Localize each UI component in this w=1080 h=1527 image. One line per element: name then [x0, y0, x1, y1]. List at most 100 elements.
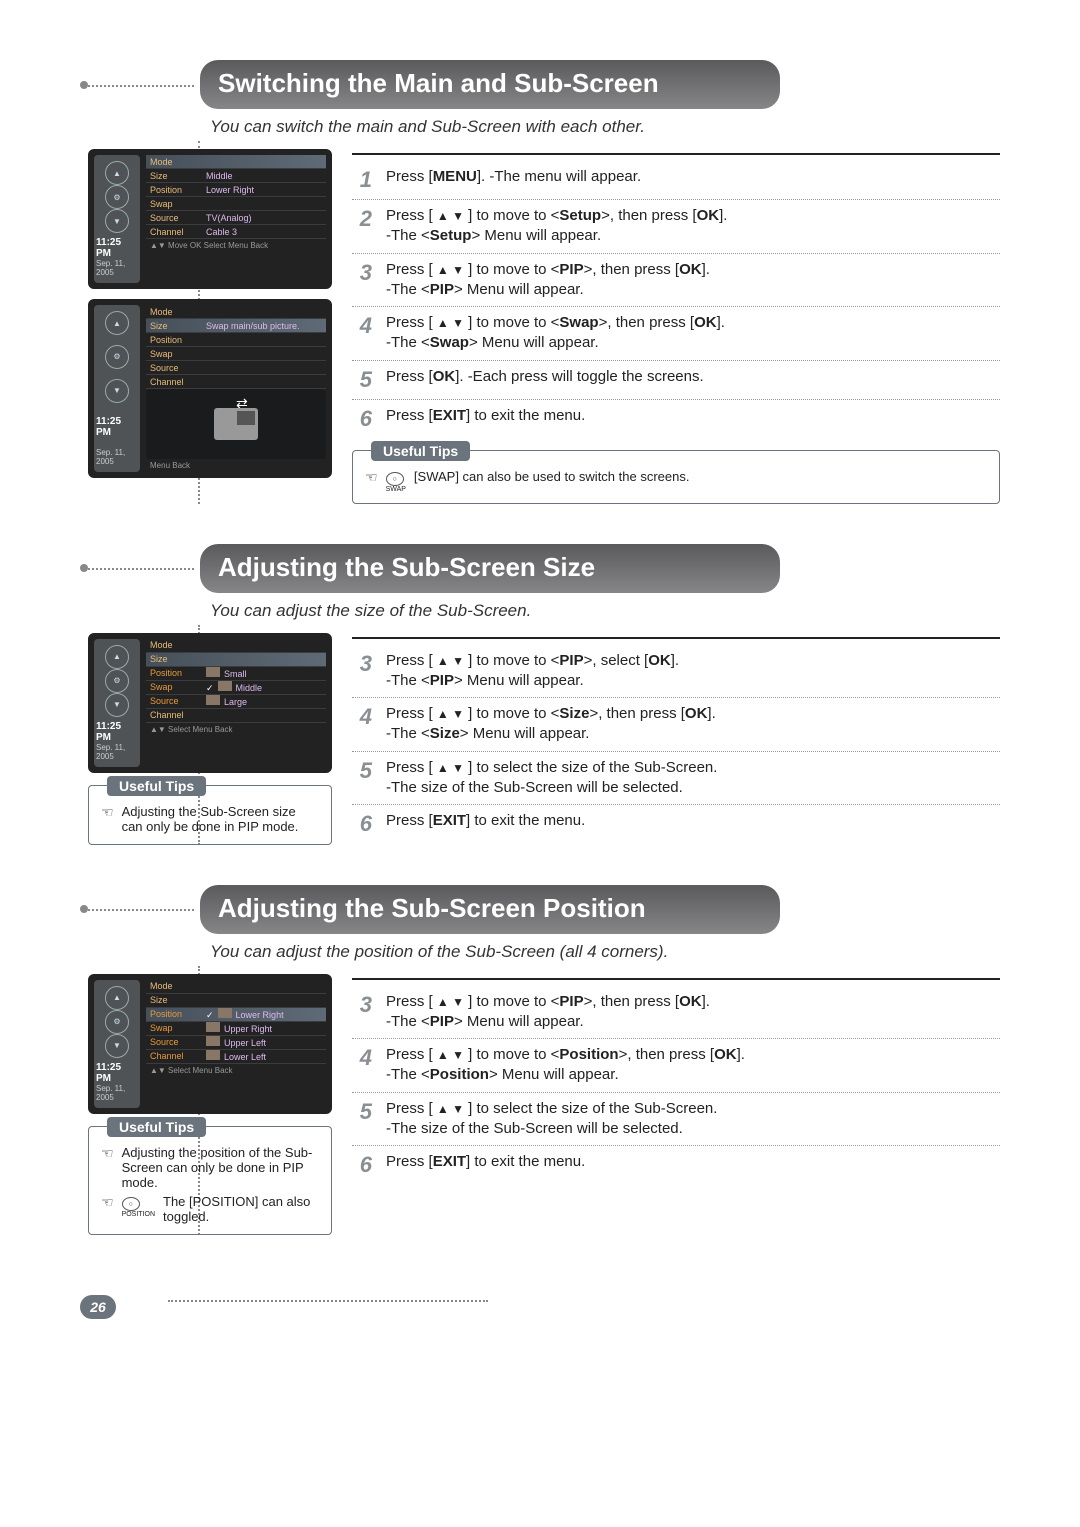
tv-menu-row: Swap: [146, 197, 326, 211]
tv-menu-row-label: Size: [146, 654, 206, 664]
leader-dot-icon: [80, 81, 88, 89]
step-number: 2: [352, 206, 372, 232]
step-text: Press [ ▲ ▼ ] to move to <Size>, then pr…: [386, 704, 1000, 745]
tv-menu-row-value: Large: [206, 695, 247, 707]
tv-menu-row: Source: [146, 361, 326, 375]
useful-tips-title: Useful Tips: [107, 776, 206, 796]
tv-menu-mock: ▲⚙▼11:25 PMSep. 11, 2005ModeSizeMiddlePo…: [88, 149, 332, 289]
tv-menu-row-label: Source: [146, 1037, 206, 1047]
manual-section: Adjusting the Sub-Screen Size You can adj…: [80, 544, 1000, 845]
nav-down-icon: ▼: [105, 379, 129, 403]
tip-line: ☜Adjusting the Sub-Screen size can only …: [101, 804, 319, 834]
step-text: Press [ ▲ ▼ ] to move to <Setup>, then p…: [386, 206, 1000, 247]
tv-menu-row-label: Swap: [146, 682, 206, 692]
setup-icon: ⚙: [105, 1010, 129, 1034]
nav-up-icon: ▲: [105, 161, 129, 185]
tv-menu-row: Mode: [146, 980, 326, 994]
instruction-step: 1Press [MENU]. -The menu will appear.: [352, 161, 1000, 199]
tv-menu-mock: ▲⚙▼11:25 PMSep. 11, 2005 Mode Size Position…: [88, 633, 332, 773]
useful-tips-box: Useful Tips☜○SWAP[SWAP] can also be used…: [352, 450, 1000, 504]
page-number-badge: 26: [80, 1295, 116, 1319]
step-text: Press [EXIT] to exit the menu.: [386, 1152, 1000, 1172]
screenshot-column: ▲⚙▼11:25 PMSep. 11, 2005ModeSizePosition…: [80, 974, 332, 1235]
section-subtitle: You can switch the main and Sub-Screen w…: [80, 117, 1000, 137]
instruction-step: 4Press [ ▲ ▼ ] to move to <Position>, th…: [352, 1039, 1000, 1092]
section-body: ▲⚙▼11:25 PMSep. 11, 2005 Mode Size Position…: [80, 633, 1000, 845]
tv-menu-row: PositionLower Right: [146, 183, 326, 197]
useful-tips-box: Useful Tips☜Adjusting the Sub-Screen siz…: [88, 785, 332, 845]
tv-menu-list: ModeSizePosition✓Lower RightSwapUpper Ri…: [146, 980, 326, 1108]
position-button-icon: ○POSITION: [122, 1194, 155, 1218]
setup-icon: ⚙: [105, 669, 129, 693]
step-number: 5: [352, 1099, 372, 1125]
step-text: Press [ ▲ ▼ ] to select the size of the …: [386, 758, 1000, 799]
tv-menu-row: Channel: [146, 375, 326, 389]
tv-menu-row: SwapUpper Right: [146, 1022, 326, 1036]
tv-menu-row-value: ✓Lower Right: [206, 1008, 284, 1021]
instruction-step: 5Press [ ▲ ▼ ] to select the size of the…: [352, 752, 1000, 805]
tip-text: The [POSITION] can also toggled.: [163, 1194, 319, 1224]
step-number: 3: [352, 260, 372, 286]
tv-menu-row: SourceUpper Left: [146, 1036, 326, 1050]
clock-time: 11:25 PM: [96, 1062, 138, 1084]
section-subtitle: You can adjust the size of the Sub-Scree…: [80, 601, 1000, 621]
tv-menu-row-label: Mode: [146, 157, 206, 167]
step-text: Press [ ▲ ▼ ] to move to <PIP>, select […: [386, 651, 1000, 692]
clock-date: Sep. 11, 2005: [96, 743, 138, 761]
step-text: Press [ ▲ ▼ ] to move to <Position>, the…: [386, 1045, 1000, 1086]
tv-menu-row-label: Channel: [146, 710, 206, 720]
clock-date: Sep. 11, 2005: [96, 259, 138, 277]
tv-menu-row: ChannelLower Left: [146, 1050, 326, 1064]
tv-menu-row-label: Size: [146, 171, 206, 181]
tv-menu-row-label: Swap: [146, 1023, 206, 1033]
tv-menu-row: Mode: [146, 639, 326, 653]
instruction-step: 3Press [ ▲ ▼ ] to move to <PIP>, then pr…: [352, 254, 1000, 307]
tv-menu-row-value: Swap main/sub picture.: [206, 321, 300, 331]
tip-text: Adjusting the position of the Sub-Screen…: [122, 1145, 319, 1190]
tip-line: ☜○POSITIONThe [POSITION] can also toggle…: [101, 1194, 319, 1224]
tv-menu-row-value: ✓Middle: [206, 681, 262, 694]
tv-menu-row-label: Channel: [146, 227, 206, 237]
tv-menu-row-label: Size: [146, 321, 206, 331]
clock-time: 11:25 PM: [96, 237, 138, 259]
clock-date: Sep. 11, 2005: [96, 1084, 138, 1102]
swap-button-icon: ○SWAP: [386, 469, 406, 493]
tv-menu-row-value: TV(Analog): [206, 213, 252, 223]
step-number: 4: [352, 313, 372, 339]
tv-menu-row-label: Channel: [146, 1051, 206, 1061]
tv-menu-row: SizeMiddle: [146, 169, 326, 183]
tv-menu-mock: ▲⚙▼11:25 PMSep. 11, 2005ModeSizeSwap mai…: [88, 299, 332, 478]
steps-column: 3Press [ ▲ ▼ ] to move to <PIP>, then pr…: [352, 974, 1000, 1235]
screenshot-column: ▲⚙▼11:25 PMSep. 11, 2005 Mode Size Position…: [80, 633, 332, 845]
tv-menu-row: Swap✓Middle: [146, 681, 326, 695]
pointer-icon: ☜: [101, 1145, 114, 1162]
instruction-step: 4Press [ ▲ ▼ ] to move to <Swap>, then p…: [352, 307, 1000, 360]
tv-menu-row-value: Upper Right: [206, 1022, 272, 1034]
step-number: 5: [352, 367, 372, 393]
nav-up-icon: ▲: [105, 645, 129, 669]
tv-menu-sidebar: ▲⚙▼11:25 PMSep. 11, 2005: [94, 639, 140, 767]
tv-menu-row-value: Lower Right: [206, 185, 254, 195]
clock-date: Sep. 11, 2005: [96, 448, 138, 466]
step-text: Press [OK]. -Each press will toggle the …: [386, 367, 1000, 387]
useful-tips-title: Useful Tips: [107, 1117, 206, 1137]
step-number: 4: [352, 704, 372, 730]
section-body: ▲⚙▼11:25 PMSep. 11, 2005ModeSizePosition…: [80, 974, 1000, 1235]
pointer-icon: ☜: [101, 804, 114, 821]
step-text: Press [EXIT] to exit the menu.: [386, 406, 1000, 426]
tv-menu-row-label: Swap: [146, 349, 206, 359]
step-number: 6: [352, 406, 372, 432]
section-title: Adjusting the Sub-Screen Size: [200, 544, 780, 593]
tv-menu-row: SizeSwap main/sub picture.: [146, 319, 326, 333]
nav-up-icon: ▲: [105, 986, 129, 1010]
tv-menu-list: ModeSizeSwap main/sub picture.PositionSw…: [146, 305, 326, 472]
tv-menu-row: Size: [146, 994, 326, 1008]
tv-menu-row-label: Mode: [146, 307, 206, 317]
tv-menu-row: Mode: [146, 305, 326, 319]
tv-menu-footer: Menu Back: [146, 459, 326, 472]
tv-menu-row: PositionSmall: [146, 667, 326, 681]
section-header-row: Adjusting the Sub-Screen Position: [80, 885, 1000, 934]
tv-menu-row-label: Mode: [146, 640, 206, 650]
nav-down-icon: ▼: [105, 693, 129, 717]
manual-section: Switching the Main and Sub-ScreenYou can…: [80, 60, 1000, 504]
